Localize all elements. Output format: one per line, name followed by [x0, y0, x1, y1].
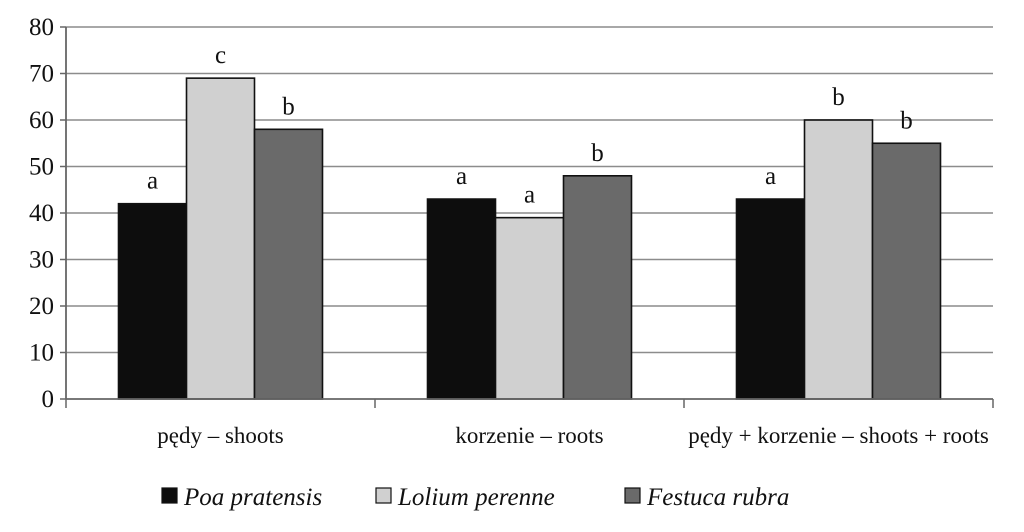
significance-label: a — [147, 168, 158, 195]
bar — [185, 77, 256, 400]
y-tick-label: 50 — [29, 154, 54, 181]
significance-label: b — [591, 140, 604, 167]
y-tick-label: 70 — [29, 61, 54, 88]
bars — [117, 77, 942, 400]
legend-swatch — [624, 487, 641, 504]
legend-label: Poa pratensis — [183, 484, 322, 511]
significance-label: a — [765, 163, 776, 190]
legend-label: Lolium perenne — [397, 484, 555, 511]
legend-label: Festuca rubra — [646, 484, 789, 511]
axes — [60, 26, 994, 408]
bar — [117, 202, 188, 400]
bar — [803, 119, 874, 400]
y-tick-label: 20 — [29, 293, 54, 320]
legend: Poa pratensis Lolium perenne Festuca rubra — [161, 484, 789, 511]
bar — [562, 175, 633, 400]
legend-swatch — [375, 487, 392, 504]
bar — [426, 198, 497, 400]
significance-label: b — [282, 93, 295, 120]
significance-label: c — [215, 42, 226, 69]
labels: 0 10 20 30 40 50 60 70 80 a c b pędy – shoots a a b korz… — [29, 14, 989, 448]
y-tick-label: 80 — [29, 14, 54, 41]
y-tick-label: 60 — [29, 107, 54, 134]
bar — [494, 216, 565, 400]
y-tick-label: 10 — [29, 340, 54, 367]
significance-label: a — [456, 163, 467, 190]
legend-swatch — [161, 487, 178, 504]
y-tick-label: 30 — [29, 247, 54, 274]
category-label: pędy + korzenie – shoots + roots — [688, 423, 989, 448]
category-label: korzenie – roots — [455, 423, 603, 448]
y-tick-label: 0 — [42, 386, 55, 413]
bar — [253, 128, 324, 400]
category-label: pędy – shoots — [157, 423, 284, 448]
significance-label: b — [832, 84, 845, 111]
bar — [871, 142, 942, 400]
bar — [735, 198, 806, 400]
y-tick-label: 40 — [29, 200, 54, 227]
significance-label: a — [524, 182, 535, 209]
significance-label: b — [900, 107, 913, 134]
